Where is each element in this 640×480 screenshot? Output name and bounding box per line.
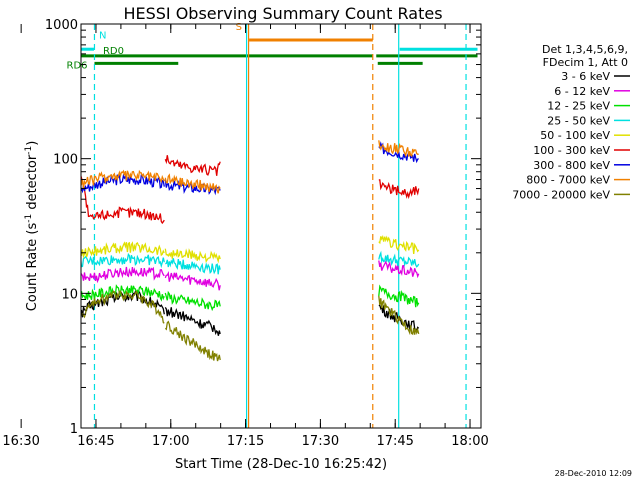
series-100-300-kev — [378, 179, 420, 200]
series-7000-20000-kev — [164, 320, 221, 362]
state-label-s: S — [236, 22, 242, 33]
svg-text:Count Rate (s-1 detector-1): Count Rate (s-1 detector-1) — [24, 141, 40, 312]
series-800-7000-kev — [164, 173, 221, 194]
y-ticks: 1 10 100 1000 — [45, 18, 481, 437]
series-3-6-kev — [164, 307, 221, 336]
data-series — [81, 140, 420, 362]
x-axis-label: Start Time (28-Dec-10 16:25:42) — [175, 457, 387, 472]
legend-label-800-7000-kev: 800 - 7000 keV — [526, 174, 610, 187]
series-12-25-kev — [164, 290, 221, 312]
legend-label-50-100-kev: 50 - 100 keV — [540, 129, 610, 142]
series-50-100-kev — [81, 241, 165, 259]
x-tick-label: 16:45 — [77, 434, 114, 449]
series-25-50-kev — [81, 252, 165, 269]
y-label-end: ) — [25, 141, 40, 146]
series-300-800-kev — [81, 173, 165, 194]
series-6-12-kev — [378, 260, 420, 279]
legend-header-2: FDecim 1, Att 0 — [543, 56, 628, 69]
series-25-50-kev — [165, 258, 221, 275]
state-label-rd0: RD0 — [103, 46, 124, 57]
legend-label-100-300-kev: 100 - 300 keV — [533, 144, 610, 157]
event-markers — [93, 24, 467, 428]
legend-label-3-6-kev: 3 - 6 keV — [561, 70, 610, 83]
series-300-800-kev — [164, 179, 221, 196]
legend-label-7000-20000-kev: 7000 - 20000 keV — [512, 188, 610, 201]
series-100-300-kev — [164, 155, 221, 176]
state-label-rd6: RD6 — [67, 60, 88, 71]
series-800-7000-kev — [81, 169, 165, 189]
footer-date-stamp: 28-Dec-2010 12:09 — [555, 469, 632, 478]
y-label-main: Count Rate (s — [25, 223, 40, 312]
state-bar-labels: N RD0 RD6 S — [67, 22, 242, 72]
series-12-25-kev — [378, 284, 420, 308]
legend-label-25-50-kev: 25 - 50 keV — [547, 114, 610, 127]
series-25-50-kev — [378, 250, 420, 268]
x-tick-label: 17:45 — [376, 434, 413, 449]
y-label-sup-2: -1 — [24, 146, 34, 155]
legend: Det 1,3,4,5,6,9, FDecim 1, Att 0 3 - 6 k… — [512, 43, 630, 201]
x-tick-label: 17:00 — [152, 434, 189, 449]
series-800-7000-kev — [378, 140, 419, 158]
x-tick-label: 18:00 — [451, 434, 488, 449]
x-ticks: 16:30 16:45 17:00 17:15 17:30 17:45 18:00 — [2, 24, 489, 449]
legend-label-6-12-kev: 6 - 12 keV — [554, 85, 610, 98]
series-7000-20000-kev — [378, 295, 420, 336]
series-12-25-kev — [81, 284, 165, 302]
series-6-12-kev — [81, 266, 165, 284]
legend-label-300-800-kev: 300 - 800 keV — [533, 159, 610, 172]
y-tick-label: 1000 — [45, 18, 78, 33]
y-tick-label: 100 — [53, 153, 78, 168]
y-tick-label: 10 — [61, 287, 78, 302]
state-label-n: N — [99, 31, 106, 42]
y-axis-label: Count Rate (s-1 detector-1) — [24, 141, 40, 312]
series-50-100-kev — [378, 234, 420, 254]
x-tick-label: 16:30 — [2, 434, 39, 449]
y-label-mid: detector — [25, 154, 40, 214]
plot-frame — [80, 23, 482, 429]
y-label-sup-1: -1 — [24, 214, 34, 223]
legend-label-12-25-kev: 12 - 25 keV — [547, 100, 610, 113]
series-6-12-kev — [164, 270, 221, 291]
state-bars — [81, 38, 478, 65]
x-tick-label: 17:30 — [302, 434, 339, 449]
legend-header-1: Det 1,3,4,5,6,9, — [542, 43, 628, 56]
y-tick-label: 1 — [70, 422, 78, 437]
x-tick-label: 17:15 — [227, 434, 264, 449]
chart-title: HESSI Observing Summary Count Rates — [123, 4, 442, 23]
series-100-300-kev — [81, 173, 165, 225]
series-50-100-kev — [164, 248, 221, 264]
